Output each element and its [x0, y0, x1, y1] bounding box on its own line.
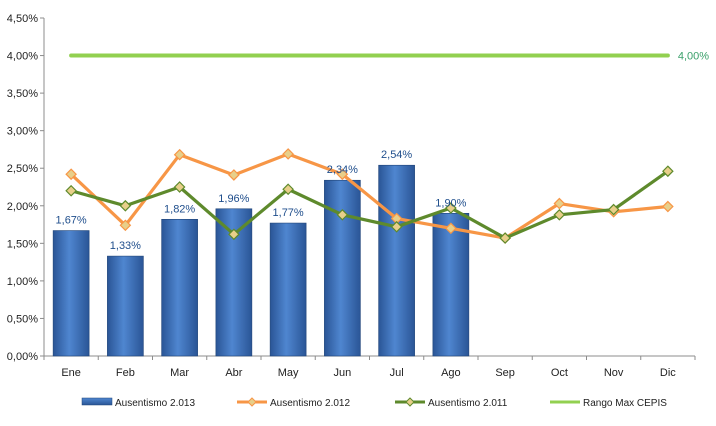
bar: [52, 230, 90, 357]
bar-data-label: 1,96%: [218, 193, 249, 205]
series-point: [173, 181, 186, 193]
y-tick-label: 2,00%: [7, 201, 38, 213]
series-point: [336, 208, 349, 221]
x-tick-label: Oct: [551, 367, 568, 379]
series-point: [119, 199, 132, 212]
bar: [378, 164, 415, 357]
series-point: [336, 168, 349, 181]
y-tick-label: 3,00%: [7, 126, 38, 138]
series-point: [173, 148, 186, 161]
series-point: [662, 165, 674, 178]
bar: [432, 212, 470, 357]
series-point: [445, 222, 457, 235]
line-series: [65, 53, 674, 244]
x-tick-label: Ene: [61, 367, 81, 379]
y-tick-label: 4,50%: [7, 13, 38, 25]
y-tick-label: 0,00%: [7, 351, 38, 363]
bar: [269, 222, 307, 357]
series-point: [65, 168, 77, 181]
legend-label: Rango Max CEPIS: [583, 398, 667, 409]
series-point: [662, 200, 674, 213]
series-point: [228, 228, 240, 241]
legend: Ausentismo 2.013 Ausentismo 2.012 Ausentis…: [81, 397, 667, 409]
series-point: [607, 203, 620, 216]
series-point: [553, 197, 566, 210]
series-line: [69, 152, 670, 240]
y-tick-label: 0,50%: [7, 313, 38, 325]
series-point: [228, 169, 240, 181]
x-tick-label: May: [278, 367, 299, 379]
bar-data-label: 2,34%: [327, 164, 358, 176]
series-line: [69, 169, 670, 240]
bar-data-label: 2,54%: [381, 149, 412, 161]
bar: [161, 218, 198, 357]
x-tick-label: Dic: [660, 367, 676, 379]
x-tick-label: Abr: [225, 367, 242, 379]
reference-line-label: 4,00%: [678, 51, 709, 63]
series-point: [282, 183, 294, 196]
legend-label: Ausentismo 2.011: [428, 398, 508, 409]
y-tick-label: 4,00%: [7, 51, 38, 63]
series-point: [553, 208, 566, 221]
legend-swatch: [81, 397, 113, 406]
y-axis: 0,00% 0,50% 1,00% 1,50% 2,00% 2,50% 3,00% 3,50%…: [7, 13, 45, 363]
y-tick-label: 1,00%: [7, 276, 38, 288]
bar-series: [52, 164, 470, 357]
series-point: [390, 220, 403, 233]
legend-marker: [247, 397, 257, 407]
data-labels: 1,67% 1,33% 1,82% 1,96% 1,77% 2,34% 2,54% 1,90%…: [56, 51, 710, 253]
legend-label: Ausentismo 2.013: [115, 398, 195, 409]
bar: [324, 179, 361, 357]
bar-data-label: 1,90%: [435, 197, 466, 209]
series-point: [445, 202, 457, 214]
x-tick-label: Ago: [441, 367, 461, 379]
series-point: [499, 232, 511, 244]
bar-data-label: 1,82%: [164, 203, 195, 215]
legend-label: Ausentismo 2.012: [270, 398, 350, 409]
legend-marker: [405, 397, 415, 407]
bar-data-label: 1,67%: [56, 215, 87, 227]
x-tick-label: Jun: [334, 367, 352, 379]
x-axis: Ene Feb Mar Abr May Jun Jul Ago Sep Oct Nov Dic: [43, 355, 696, 379]
bar-data-label: 1,33%: [110, 240, 141, 252]
x-tick-label: Mar: [170, 367, 189, 379]
x-tick-label: Feb: [116, 367, 135, 379]
bar-data-label: 1,77%: [273, 207, 304, 219]
series-point: [119, 219, 132, 232]
x-tick-label: Nov: [604, 367, 624, 379]
y-tick-label: 2,50%: [7, 163, 38, 175]
series-point: [65, 184, 77, 197]
y-tick-label: 1,50%: [7, 238, 38, 250]
x-tick-label: Sep: [495, 367, 515, 379]
x-tick-label: Jul: [390, 367, 404, 379]
y-tick-label: 3,50%: [7, 88, 38, 100]
bar: [107, 255, 144, 357]
series-point: [282, 148, 294, 160]
